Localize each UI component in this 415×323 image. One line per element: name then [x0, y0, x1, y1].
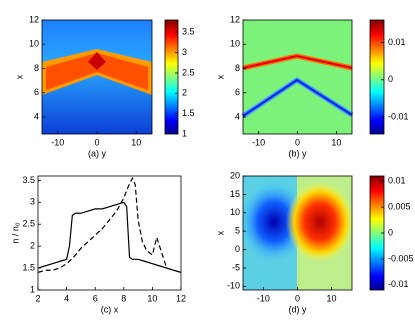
line-series	[37, 201, 182, 274]
y-axis-label: x	[14, 74, 24, 79]
y-tick-label: -10	[227, 281, 240, 291]
y-tick-label: 2	[30, 241, 35, 251]
colorbar	[370, 176, 384, 290]
colorbar	[165, 20, 178, 134]
y-tick-label: 10	[230, 39, 240, 49]
y-tick-label: 8	[34, 63, 39, 73]
y-tick-label: 12	[230, 14, 240, 24]
y-tick-label: 20	[230, 170, 240, 180]
y-tick-label: 0	[235, 244, 240, 254]
colorbar-frame	[369, 19, 385, 135]
x-tick-label: -10	[252, 137, 265, 147]
y-tick-label: 4	[235, 111, 240, 121]
y-axis-label: n / n₀	[10, 222, 20, 244]
x-tick-label: 12	[176, 293, 186, 303]
x-tick-label: 10	[147, 293, 157, 303]
y-tick-label: -5	[232, 262, 240, 272]
x-tick-label: -10	[257, 293, 270, 303]
y-tick-label: 4	[34, 111, 39, 121]
colorbar-tick-label: -0.01	[388, 112, 409, 122]
y-tick-label: 10	[29, 39, 39, 49]
colorbar-tick-label: 0.01	[388, 37, 406, 47]
line-series	[37, 176, 182, 274]
y-tick-label: 3.5	[22, 175, 35, 185]
y-tick-label: 1	[30, 284, 35, 294]
x-tick-label: -10	[51, 137, 64, 147]
colorbar-frame	[164, 19, 179, 135]
x-tick-label: 0	[295, 137, 300, 147]
x-tick-label: 10	[331, 137, 341, 147]
y-tick-label: 6	[34, 87, 39, 97]
colorbar-tick-label: -0.01	[388, 279, 409, 289]
y-tick-label: 10	[230, 207, 240, 217]
x-tick-label: 10	[327, 293, 337, 303]
x-tick-label: 8	[121, 293, 126, 303]
colorbar-tick-label: 0	[388, 74, 393, 84]
x-tick-label: 0	[94, 137, 99, 147]
x-axis-label: (b) y	[289, 148, 308, 158]
colorbar-tick-label: 2	[182, 88, 187, 98]
heatmap-image-d	[240, 176, 354, 290]
x-tick-label: 10	[131, 137, 141, 147]
heatmap-image-a	[42, 20, 152, 134]
x-tick-label: 4	[64, 293, 69, 303]
y-axis-label: x	[215, 74, 225, 79]
colorbar-tick-label: 0	[388, 227, 393, 237]
colorbar	[370, 20, 384, 134]
y-tick-label: 15	[230, 189, 240, 199]
y-tick-label: 2.5	[22, 219, 35, 229]
colorbar-tick-label: 0.005	[388, 201, 411, 211]
colorbar-tick-label: 2.5	[182, 67, 195, 77]
x-axis-label: (c) x	[101, 304, 119, 314]
y-tick-label: 6	[235, 87, 240, 97]
colorbar-tick-label: -0.005	[388, 253, 414, 263]
colorbar-tick-label: 3.5	[182, 27, 195, 37]
x-tick-label: 0	[295, 293, 300, 303]
y-tick-label: 1.5	[22, 262, 35, 272]
colorbar-tick-label: 3	[182, 47, 187, 57]
x-axis-label: (a) y	[88, 148, 107, 158]
y-tick-label: 3	[30, 197, 35, 207]
y-axis-label: x	[215, 230, 225, 235]
y-tick-label: 5	[235, 226, 240, 236]
colorbar-tick-label: 0.01	[388, 176, 406, 186]
colorbar-tick-label: 1	[182, 128, 187, 138]
y-tick-label: 8	[235, 63, 240, 73]
axes-frame	[37, 175, 182, 291]
x-tick-label: 6	[93, 293, 98, 303]
x-tick-label: 2	[35, 293, 40, 303]
y-tick-label: 12	[29, 14, 39, 24]
colorbar-tick-label: 1.5	[182, 108, 195, 118]
x-axis-label: (d) y	[289, 304, 308, 314]
heatmap-image-b	[241, 20, 354, 134]
